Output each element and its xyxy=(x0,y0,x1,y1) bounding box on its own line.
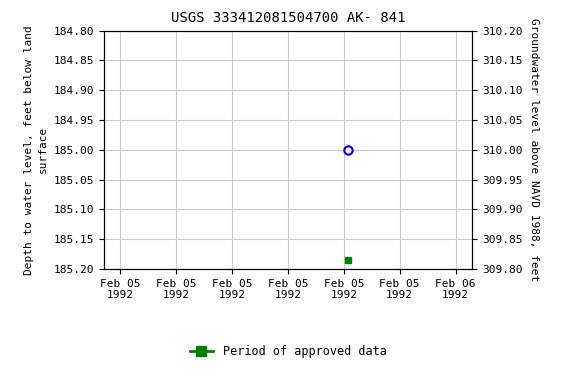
Y-axis label: Depth to water level, feet below land
surface: Depth to water level, feet below land su… xyxy=(24,25,48,275)
Legend: Period of approved data: Period of approved data xyxy=(185,341,391,363)
Title: USGS 333412081504700 AK- 841: USGS 333412081504700 AK- 841 xyxy=(170,12,406,25)
Y-axis label: Groundwater level above NAVD 1988, feet: Groundwater level above NAVD 1988, feet xyxy=(529,18,539,281)
